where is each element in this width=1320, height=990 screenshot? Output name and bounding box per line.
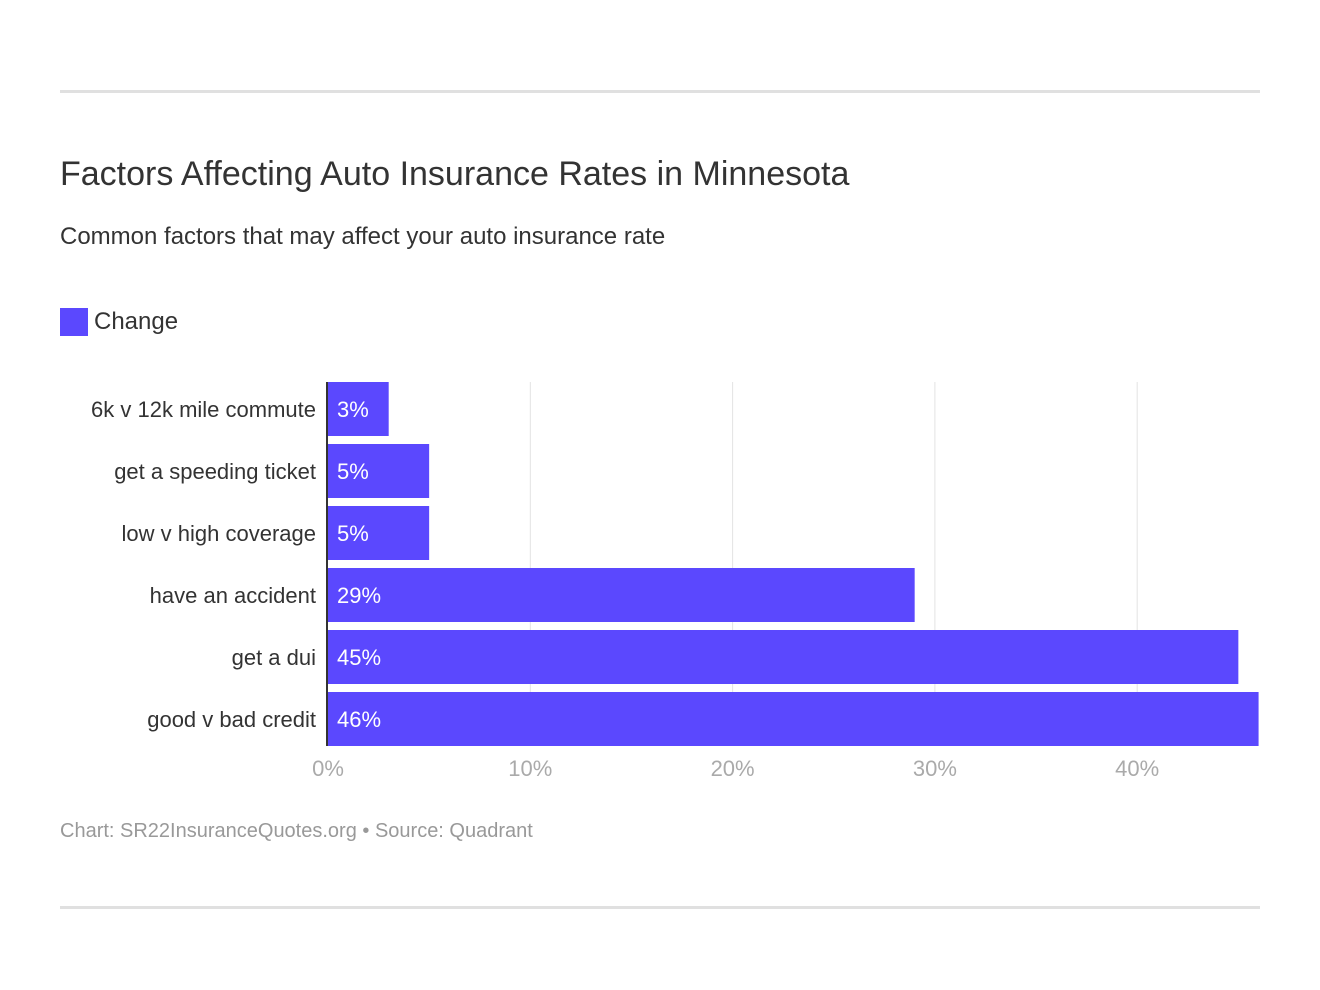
bar-chart: 0% 10% 20% 30% 40% 6k v 12k mile commute 3% get… bbox=[91, 382, 1259, 781]
legend: Change bbox=[60, 308, 178, 336]
x-tick-label: 40% bbox=[1115, 756, 1159, 781]
category-label: get a dui bbox=[232, 645, 316, 670]
category-label: get a speeding ticket bbox=[114, 459, 316, 484]
data-label: 5% bbox=[337, 459, 369, 484]
category-label: good v bad credit bbox=[147, 707, 316, 732]
bottom-rule bbox=[60, 906, 1260, 909]
bar bbox=[328, 568, 915, 622]
data-label: 46% bbox=[337, 707, 381, 732]
legend-swatch bbox=[60, 308, 88, 336]
chart-footer: Chart: SR22InsuranceQuotes.org • Source:… bbox=[60, 820, 533, 842]
category-label: low v high coverage bbox=[122, 521, 316, 546]
x-tick-label: 20% bbox=[711, 756, 755, 781]
data-label: 5% bbox=[337, 521, 369, 546]
top-rule bbox=[60, 90, 1260, 93]
chart-subtitle: Common factors that may affect your auto… bbox=[60, 223, 666, 250]
bar bbox=[328, 382, 389, 436]
bar bbox=[328, 692, 1259, 746]
bar bbox=[328, 444, 430, 498]
bar bbox=[328, 506, 430, 560]
data-label: 3% bbox=[337, 397, 369, 422]
bar bbox=[328, 630, 1239, 684]
category-label: 6k v 12k mile commute bbox=[91, 397, 316, 422]
data-label: 45% bbox=[337, 645, 381, 670]
x-tick-label: 10% bbox=[508, 756, 552, 781]
chart-title: Factors Affecting Auto Insurance Rates i… bbox=[60, 155, 850, 193]
data-label: 29% bbox=[337, 583, 381, 608]
category-label: have an accident bbox=[150, 583, 316, 608]
x-tick-label: 30% bbox=[913, 756, 957, 781]
legend-label: Change bbox=[94, 308, 179, 335]
x-tick-label: 0% bbox=[312, 756, 344, 781]
